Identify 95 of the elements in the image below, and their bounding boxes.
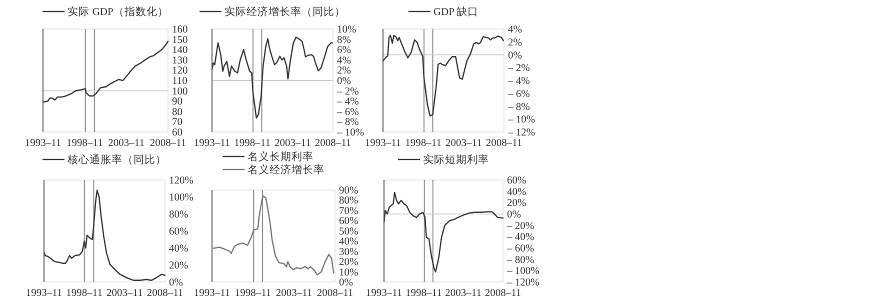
legend-label: 实际经济增长率（同比） [224,5,346,18]
y-tick-label: 80% [339,196,358,207]
x-tick-label: 1993–11 [26,288,62,299]
y-tick-label: – 8% [336,117,360,128]
y-tick-label: 40% [339,236,358,248]
line-series [42,40,169,103]
legend-label: GDP 缺口 [433,5,479,18]
y-tick-label: 60% [169,226,188,238]
y-tick-label: 20% [507,198,526,210]
y-tick-label: 60 [172,128,182,138]
x-tick-label: 1993–11 [364,138,402,149]
y-tick-label: 140 [172,45,188,56]
y-tick-label: 4% [508,24,522,36]
x-tick-label: 2008–11 [484,288,522,299]
y-tick-label: 20% [169,260,188,272]
y-tick-label: 120 [172,66,188,77]
y-tick-label: – 4% [336,96,360,108]
x-tick-label: 1998–11 [66,138,103,149]
y-tick-label: – 40% [506,232,534,244]
y-tick-label: – 120% [506,278,540,288]
y-tick-label: 8% [337,34,352,46]
x-tick-label: 2003–11 [108,138,145,149]
x-tick-label: 1998–11 [405,288,442,299]
y-tick-label: – 6% [507,88,530,100]
y-tick-label: – 100% [506,266,540,278]
y-tick-label: – 20% [506,220,534,232]
y-tick-label: 40% [507,186,526,198]
x-tick-label: 2008–11 [150,138,186,149]
x-tick-label: 2003–11 [445,288,482,299]
y-tick-label: 90 [172,96,182,108]
y-tick-label: 80 [172,106,182,118]
y-tick-label: 70% [339,206,358,217]
legend-label: 实际短期利率 [423,153,489,166]
y-tick-label: 4% [337,55,352,66]
y-tick-label: – 6% [336,106,360,118]
x-tick-label: 2003–11 [276,288,312,299]
y-tick-label: – 12% [507,128,536,138]
y-tick-label: 0% [169,278,184,288]
y-tick-label: 60% [507,176,526,186]
legend-label: 名义经济增长率 [248,163,324,176]
y-tick-label: 100 [172,86,188,98]
y-tick-label: 70 [172,117,182,128]
x-tick-label: 2008–11 [314,138,352,149]
line-series [382,34,504,117]
y-tick-label: 2% [337,66,352,77]
y-tick-label: 0% [339,278,354,288]
x-tick-label: 1993–11 [194,288,230,299]
x-tick-label: 2003–11 [274,138,311,149]
line-series [383,192,504,272]
y-tick-label: 150 [172,34,188,46]
y-tick-label: 110 [172,76,188,87]
legend-label: 实际 GDP（指数化） [68,5,168,18]
y-tick-label: 0% [508,50,522,62]
y-tick-label: 2% [508,37,522,48]
y-tick-label: 30% [339,246,358,258]
y-tick-label: 10% [337,24,356,36]
y-tick-label: – 60% [506,244,534,254]
line-series [212,195,334,276]
y-tick-label: – 4% [507,76,530,87]
y-tick-label: 50% [339,226,358,238]
x-tick-label: 2008–11 [316,288,354,299]
y-tick-label: 130 [172,55,188,66]
y-tick-label: 10% [339,267,358,278]
y-tick-label: 160 [172,24,188,36]
legend-label: 名义长期利率 [248,150,314,163]
x-tick-label: 1998–11 [405,138,442,149]
x-tick-label: 2008–11 [486,138,522,149]
y-tick-label: – 2% [507,63,530,74]
y-tick-label: 120% [169,176,194,186]
y-tick-label: – 10% [507,114,536,126]
x-tick-label: 1998–11 [234,288,272,299]
x-tick-label: 1993–11 [24,138,62,149]
y-tick-label: 0% [507,210,522,220]
x-tick-label: 1998–11 [234,138,271,149]
y-tick-label: – 80% [506,254,534,266]
y-tick-label: 80% [169,210,188,220]
y-tick-label: 20% [339,257,358,268]
y-tick-label: 60% [339,216,358,228]
line-series [43,190,166,281]
x-tick-label: 2003–11 [445,138,482,149]
x-tick-label: 2003–11 [106,288,143,299]
line-series [211,36,333,119]
x-tick-label: 2008–11 [146,288,184,299]
x-tick-label: 1993–11 [194,138,230,149]
y-tick-label: 6% [337,45,352,56]
legend-label: 核心通胀率（同比） [66,153,166,166]
y-tick-label: – 8% [507,102,530,113]
y-tick-label: 40% [169,244,188,254]
y-tick-label: 100% [169,192,194,204]
y-tick-label: 0% [337,76,352,87]
x-tick-label: 1998–11 [66,288,103,299]
x-tick-label: 1993–11 [366,288,402,299]
y-tick-label: – 10% [336,128,364,138]
y-tick-label: – 2% [336,86,360,98]
y-tick-label: 90% [339,186,358,196]
